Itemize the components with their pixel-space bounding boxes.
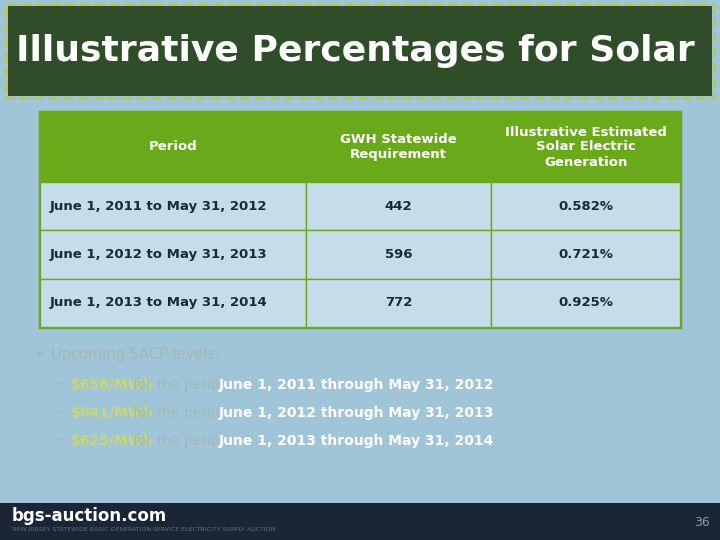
Text: $641/MWh: $641/MWh (71, 406, 154, 420)
Text: 36: 36 (694, 516, 710, 529)
Text: $625/MWh: $625/MWh (71, 434, 154, 448)
Text: for the period: for the period (133, 406, 228, 420)
Text: 772: 772 (384, 296, 412, 309)
Text: –: – (57, 378, 64, 392)
Bar (491, 182, 680, 231)
Text: –: – (57, 434, 64, 448)
Bar (491, 112, 680, 182)
Text: June 1, 2011 through May 31, 2012: June 1, 2011 through May 31, 2012 (219, 378, 495, 392)
Bar (6, 4, 714, 98)
Text: –: – (57, 406, 64, 420)
Text: Upcoming SACP levels:: Upcoming SACP levels: (51, 348, 220, 362)
Bar (305, 231, 491, 279)
Text: Illustrative Percentages for Solar: Illustrative Percentages for Solar (16, 34, 695, 68)
Bar (40, 112, 305, 182)
Bar (8, 6, 712, 96)
Text: Period: Period (148, 140, 197, 153)
Text: June 1, 2011 to May 31, 2012: June 1, 2011 to May 31, 2012 (50, 200, 268, 213)
Text: NEW JERSEY STATEWIDE BASIC GENERATION SERVICE ELECTRICITY SUPPLY AUCTION: NEW JERSEY STATEWIDE BASIC GENERATION SE… (12, 528, 276, 532)
Bar (0, 503, 720, 540)
Bar (305, 182, 491, 231)
Bar (491, 231, 680, 279)
Bar (40, 112, 680, 327)
Bar (40, 231, 305, 279)
Bar (40, 279, 305, 327)
Text: June 1, 2013 to May 31, 2014: June 1, 2013 to May 31, 2014 (50, 296, 268, 309)
Text: June 1, 2012 to May 31, 2013: June 1, 2012 to May 31, 2013 (50, 248, 268, 261)
Bar (40, 182, 305, 231)
Text: $658/MWh: $658/MWh (71, 378, 154, 392)
Text: 442: 442 (384, 200, 413, 213)
Text: 0.721%: 0.721% (558, 248, 613, 261)
Bar (305, 112, 491, 182)
Text: •: • (35, 348, 44, 362)
Bar (491, 279, 680, 327)
Text: bgs-auction.com: bgs-auction.com (12, 507, 167, 525)
Text: 0.925%: 0.925% (558, 296, 613, 309)
Bar (305, 279, 491, 327)
Text: GWH Statewide
Requirement: GWH Statewide Requirement (340, 133, 456, 161)
Text: Illustrative Estimated
Solar Electric
Generation: Illustrative Estimated Solar Electric Ge… (505, 125, 667, 168)
Text: June 1, 2013 through May 31, 2014: June 1, 2013 through May 31, 2014 (219, 434, 495, 448)
Text: 0.582%: 0.582% (558, 200, 613, 213)
Text: for the period: for the period (133, 378, 228, 392)
Text: 596: 596 (384, 248, 412, 261)
Text: for the period: for the period (133, 434, 228, 448)
Text: June 1, 2012 through May 31, 2013: June 1, 2012 through May 31, 2013 (219, 406, 495, 420)
